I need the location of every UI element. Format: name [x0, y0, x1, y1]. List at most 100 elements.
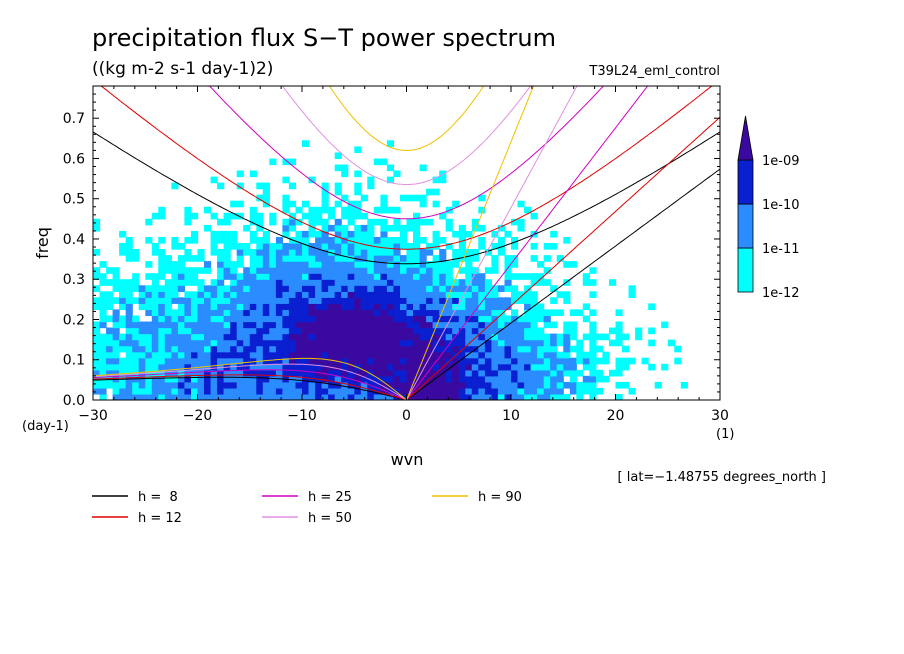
power-cell	[158, 351, 166, 359]
power-cell	[419, 345, 427, 353]
power-cell	[249, 297, 257, 304]
power-cell	[288, 357, 297, 365]
power-cell	[99, 303, 107, 311]
power-cell	[465, 381, 473, 389]
power-cell	[184, 237, 192, 244]
power-cell	[177, 303, 186, 311]
power-cell	[197, 255, 205, 262]
power-cell	[360, 249, 368, 256]
power-cell	[236, 369, 244, 377]
power-cell	[393, 387, 401, 395]
power-cell	[151, 212, 159, 220]
power-cell	[282, 224, 290, 232]
power-cell	[236, 200, 244, 208]
power-cell	[347, 333, 355, 341]
power-cell	[524, 309, 532, 317]
power-cell	[145, 237, 153, 244]
power-cell	[243, 309, 251, 317]
power-cell	[99, 357, 107, 365]
power-cell	[530, 357, 538, 365]
power-cell	[158, 285, 166, 292]
power-cell	[230, 357, 238, 365]
power-cell	[354, 309, 362, 317]
power-cell	[373, 375, 381, 383]
power-cell	[315, 315, 323, 323]
power-cell	[393, 339, 401, 347]
legend: h = 8h = 12h = 25h = 50h = 90	[92, 490, 522, 526]
power-cell	[302, 249, 310, 256]
power-cell	[132, 333, 140, 341]
power-cell	[256, 321, 264, 329]
power-cell	[478, 394, 486, 400]
power-cell	[471, 375, 479, 383]
power-cell	[184, 333, 192, 341]
power-cell	[315, 218, 323, 226]
power-cell	[400, 321, 408, 329]
power-cell	[524, 303, 532, 311]
power-cell	[465, 285, 473, 292]
power-cell	[465, 255, 473, 262]
power-cell	[191, 273, 199, 280]
power-cell	[367, 339, 375, 347]
power-cell	[321, 363, 329, 371]
power-cell	[249, 218, 257, 226]
power-cell	[295, 291, 303, 298]
power-cell	[223, 218, 231, 226]
power-cell	[308, 285, 316, 292]
power-cell	[380, 333, 388, 341]
power-cell	[210, 375, 218, 383]
power-cell	[230, 261, 238, 268]
power-cell	[106, 369, 114, 377]
power-cell	[308, 255, 316, 262]
power-cell	[282, 273, 290, 280]
power-cell	[432, 188, 440, 196]
power-cell	[517, 369, 525, 377]
power-cell	[308, 345, 316, 353]
power-cell	[204, 357, 212, 365]
power-cell	[628, 357, 636, 365]
power-cell	[112, 273, 120, 280]
power-cell	[158, 303, 166, 311]
power-cell	[530, 327, 538, 335]
power-cell	[373, 279, 381, 286]
power-cell	[491, 387, 499, 395]
dispersion-curve-gravity-h12	[100, 86, 713, 250]
power-cell	[386, 243, 395, 250]
power-cell	[191, 339, 199, 347]
power-cell	[393, 327, 401, 335]
power-cell	[262, 369, 270, 377]
power-cell	[328, 273, 336, 280]
power-cell	[191, 230, 199, 238]
power-cell	[249, 237, 257, 244]
power-cell	[413, 394, 421, 400]
power-cell	[504, 387, 512, 395]
power-cell	[158, 387, 166, 395]
power-cell	[119, 333, 127, 341]
power-cell	[537, 279, 545, 286]
power-cell	[151, 291, 159, 298]
power-cell	[230, 345, 238, 353]
power-cell	[576, 357, 584, 365]
power-cell	[236, 243, 244, 250]
power-cell	[262, 375, 270, 383]
power-cell	[439, 303, 447, 311]
power-cell	[543, 357, 551, 365]
power-cell	[452, 321, 460, 329]
power-cell	[595, 375, 604, 383]
power-cell	[569, 375, 577, 383]
power-cell	[615, 363, 623, 371]
power-cell	[537, 345, 545, 353]
power-cell	[288, 375, 297, 383]
power-cell	[288, 200, 297, 208]
power-cell	[177, 381, 186, 389]
power-cell	[478, 315, 486, 323]
power-cell	[537, 363, 545, 371]
power-cell	[439, 339, 447, 347]
power-cell	[321, 194, 329, 202]
power-cell	[262, 291, 270, 298]
power-cell	[282, 297, 290, 304]
power-cell	[550, 321, 558, 329]
power-cell	[328, 279, 336, 286]
power-cell	[426, 315, 434, 323]
power-cell	[582, 357, 590, 365]
